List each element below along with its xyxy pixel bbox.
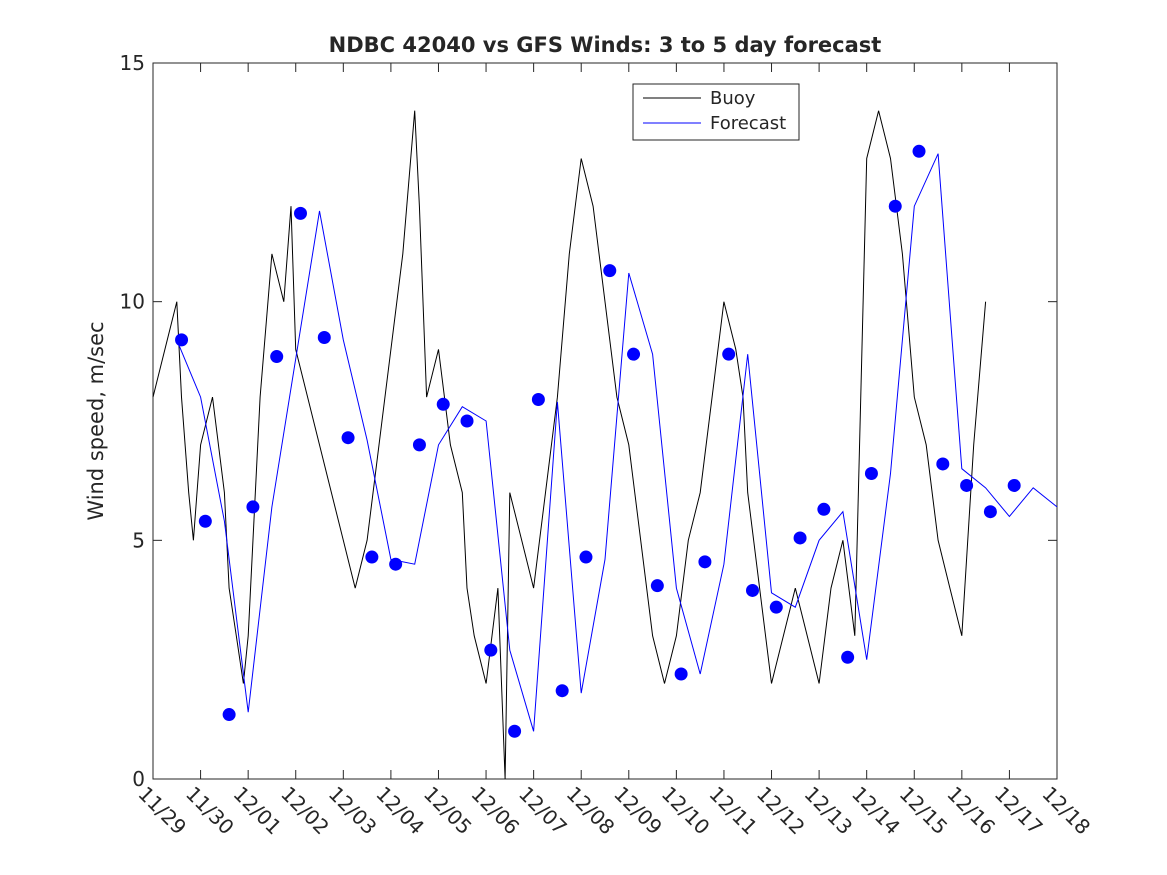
forecast-marker <box>650 579 664 593</box>
forecast-marker <box>175 333 189 347</box>
legend-box <box>632 83 800 141</box>
series-line-forecast <box>176 153 1058 732</box>
forecast-marker <box>579 550 593 564</box>
series-line-buoy <box>152 110 987 780</box>
forecast-marker <box>341 431 355 445</box>
forecast-marker <box>198 514 212 528</box>
forecast-marker <box>508 724 522 738</box>
forecast-marker <box>555 684 569 698</box>
forecast-marker <box>674 667 688 681</box>
forecast-marker <box>270 350 284 364</box>
legend-label: Buoy <box>710 88 756 109</box>
forecast-marker <box>888 199 902 213</box>
forecast-marker <box>222 708 236 722</box>
forecast-marker <box>603 264 617 278</box>
forecast-marker <box>627 347 641 361</box>
forecast-marker <box>698 555 712 569</box>
forecast-marker <box>531 393 545 407</box>
forecast-marker <box>769 600 783 614</box>
forecast-marker <box>817 502 831 516</box>
forecast-marker <box>864 467 878 481</box>
forecast-marker <box>460 414 474 428</box>
forecast-marker <box>365 550 379 564</box>
forecast-marker <box>389 557 403 571</box>
axes-frame <box>152 62 1058 780</box>
forecast-marker <box>793 531 807 545</box>
forecast-marker <box>1007 478 1021 492</box>
forecast-marker <box>745 583 759 597</box>
chart-title: NDBC 42040 vs GFS Winds: 3 to 5 day fore… <box>329 33 882 57</box>
forecast-marker <box>936 457 950 471</box>
forecast-marker <box>436 397 450 411</box>
forecast-marker <box>412 438 426 452</box>
forecast-marker <box>293 206 307 220</box>
legend-label: Forecast <box>710 113 786 134</box>
forecast-marker <box>983 505 997 519</box>
legend: Buoy Forecast <box>632 83 800 141</box>
forecast-marker <box>484 643 498 657</box>
forecast-marker <box>246 500 260 514</box>
y-tick-label: 10 <box>120 290 145 314</box>
y-tick-label: 15 <box>120 51 145 75</box>
forecast-marker <box>960 478 974 492</box>
forecast-marker <box>912 144 926 158</box>
forecast-marker <box>841 650 855 664</box>
forecast-marker <box>317 330 331 344</box>
y-tick-label: 0 <box>132 767 145 791</box>
y-tick-label: 5 <box>132 528 145 552</box>
y-axis-label: Wind speed, m/sec <box>84 321 108 520</box>
forecast-marker <box>722 347 736 361</box>
